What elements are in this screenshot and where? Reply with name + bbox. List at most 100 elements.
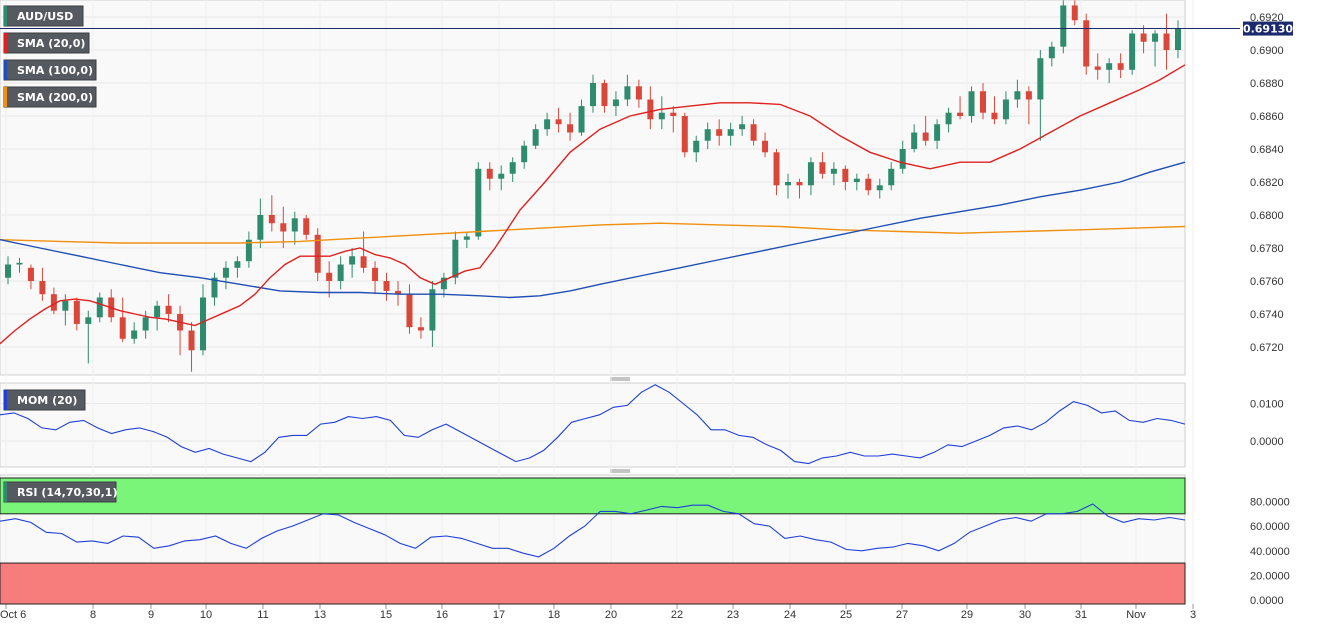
candle[interactable] [796,178,803,199]
candle[interactable] [658,96,665,130]
candle[interactable] [532,124,539,149]
candle[interactable] [234,256,241,278]
candle[interactable] [635,79,642,108]
candle[interactable] [980,83,986,120]
candle[interactable] [39,267,46,301]
candle[interactable] [1129,30,1136,75]
candle[interactable] [567,112,574,141]
candle[interactable] [165,294,172,323]
candle[interactable] [509,157,516,182]
candle[interactable] [521,140,528,169]
candle[interactable] [188,322,195,372]
candle[interactable] [911,124,918,153]
candle[interactable] [417,317,424,339]
candle[interactable] [957,96,964,120]
candle[interactable] [865,173,872,196]
candle[interactable] [280,206,287,248]
candle[interactable] [200,284,206,356]
candle[interactable] [291,211,298,245]
candle[interactable] [681,112,688,158]
candle[interactable] [1106,58,1113,83]
legend-rsi[interactable]: RSI (14,70,30,1) [3,481,117,503]
candle[interactable] [693,135,700,163]
legend-sma-100[interactable]: SMA (100,0) [3,59,97,81]
candle[interactable] [154,300,161,331]
candle[interactable] [624,74,631,107]
candle[interactable] [440,272,447,298]
candle[interactable] [670,106,677,133]
candle[interactable] [257,198,264,249]
legend-sma-200[interactable]: SMA (200,0) [3,86,97,108]
candle[interactable] [704,122,711,149]
candle[interactable] [406,284,413,334]
candle[interactable] [968,86,975,123]
candle[interactable] [842,165,849,191]
legend-sma-20[interactable]: SMA (20,0) [3,32,90,54]
candle[interactable] [922,116,929,146]
candle[interactable] [727,122,734,146]
candle[interactable] [945,107,952,133]
candle[interactable] [807,157,814,196]
candle[interactable] [934,119,941,149]
candle[interactable] [555,107,562,133]
candle[interactable] [590,74,596,113]
candle[interactable] [1037,50,1044,141]
candle[interactable] [326,261,333,298]
candle[interactable] [486,162,493,191]
candle[interactable] [612,91,619,116]
panel-divider-1[interactable] [610,377,630,381]
candle[interactable] [1002,91,1009,125]
candle[interactable] [131,322,138,344]
candle[interactable] [119,297,126,343]
candle[interactable] [303,215,310,240]
candle[interactable] [1025,86,1032,125]
candle[interactable] [50,287,57,314]
candle[interactable] [819,152,826,179]
candle[interactable] [314,228,321,281]
candle[interactable] [73,297,80,331]
candle[interactable] [1048,41,1055,67]
candle[interactable] [429,281,436,347]
candle[interactable] [785,173,791,199]
candle[interactable] [383,272,390,301]
candle[interactable] [876,178,883,199]
candle[interactable] [739,116,746,136]
candle[interactable] [5,256,11,285]
candle[interactable] [1140,25,1147,54]
candle[interactable] [498,165,505,191]
candle[interactable] [1163,13,1170,70]
candle[interactable] [245,231,252,268]
candle[interactable] [96,292,103,323]
candle[interactable] [1094,53,1101,80]
candle[interactable] [475,162,482,240]
candle[interactable] [830,162,837,186]
candle[interactable] [544,112,551,136]
candle[interactable] [349,248,356,278]
candle[interactable] [991,96,998,125]
candle[interactable] [853,173,860,191]
candle[interactable] [750,119,757,146]
candle[interactable] [1083,13,1090,75]
candle[interactable] [601,79,608,113]
candle[interactable] [1152,30,1159,67]
candle[interactable] [142,310,149,339]
candle[interactable] [337,256,344,290]
candle[interactable] [62,294,69,326]
candle[interactable] [463,231,470,249]
candle[interactable] [888,162,895,191]
candle[interactable] [899,140,906,174]
legend-momentum[interactable]: MOM (20) [3,389,86,411]
candle[interactable] [716,119,723,146]
candle[interactable] [647,86,654,130]
candle[interactable] [27,264,34,290]
candle[interactable] [1071,0,1078,26]
candle[interactable] [222,261,229,290]
candle[interactable] [1060,0,1067,54]
candle[interactable] [578,99,585,136]
candle[interactable] [395,281,401,306]
candle[interactable] [211,272,218,306]
candle[interactable] [85,310,92,364]
panel-divider-2[interactable] [610,469,630,473]
candle[interactable] [372,261,379,295]
legend-symbol[interactable]: AUD/USD [3,5,84,27]
